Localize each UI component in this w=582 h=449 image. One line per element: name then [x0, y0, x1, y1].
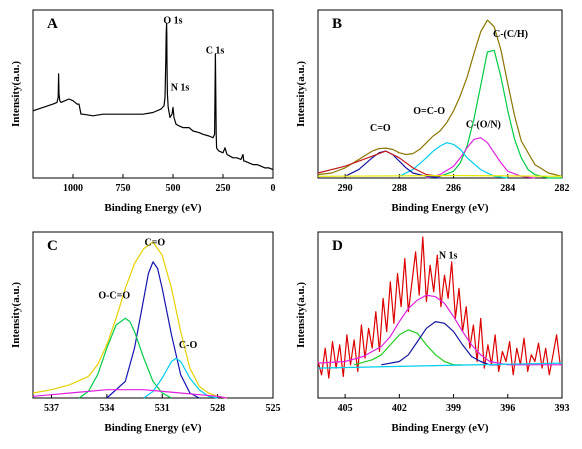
- series-line: [426, 137, 535, 179]
- peak-annotation: O=C-O: [413, 106, 445, 117]
- x-axis-title: Binding Energy (eV): [104, 202, 202, 214]
- series-line: [317, 19, 563, 177]
- series-line: [426, 49, 562, 179]
- y-axis-title: Intensity(a.u.): [10, 282, 22, 348]
- panel-label: D: [332, 238, 343, 254]
- x-tick-label: 534: [99, 403, 114, 414]
- x-tick-label: 405: [338, 403, 353, 414]
- series-line: [317, 362, 563, 369]
- peak-annotation: N 1s: [171, 83, 190, 94]
- peak-annotation: C-(O/N): [466, 120, 501, 131]
- peak-annotation: C 1s: [206, 46, 225, 57]
- x-tick-label: 750: [116, 183, 131, 194]
- y-axis-title: Intensity(a.u.): [10, 61, 22, 127]
- x-tick-label: 396: [500, 403, 515, 414]
- x-tick-label: 288: [392, 183, 407, 194]
- x-tick-label: 250: [216, 183, 231, 194]
- panel-d: 405 402 399 396 393 N 1s D Binding Energy (eV) I…: [295, 231, 570, 434]
- series-line: [353, 329, 463, 366]
- x-tick-label: 537: [44, 403, 59, 414]
- series-line: [399, 142, 508, 179]
- x-tick-label: 528: [210, 403, 225, 414]
- y-axis-title: Intensity(a.u.): [295, 282, 307, 348]
- series-line: [381, 321, 499, 366]
- peak-annotation: O-C=O: [98, 290, 130, 301]
- panel-label: A: [47, 16, 58, 32]
- peak-annotation: C=O: [144, 237, 165, 248]
- series-line: [32, 22, 274, 171]
- x-tick-label: 282: [555, 183, 570, 194]
- plot-frame: [32, 231, 274, 399]
- plot-frame: [32, 9, 274, 179]
- series-line: [317, 294, 562, 366]
- x-tick-label: 525: [266, 403, 281, 414]
- x-axis-title: Binding Energy (eV): [104, 422, 202, 434]
- series-line: [78, 317, 172, 399]
- series-line: [317, 150, 441, 177]
- x-axis-title: Binding Energy (eV): [391, 202, 489, 214]
- x-tick-label: 399: [446, 403, 461, 414]
- x-tick-label: 393: [555, 403, 570, 414]
- x-tick-label: 500: [166, 183, 181, 194]
- y-axis-title: Intensity(a.u.): [295, 61, 307, 127]
- peak-annotation: C=O: [370, 123, 391, 134]
- series-line: [143, 357, 218, 399]
- x-tick-label: 290: [338, 183, 353, 194]
- series-line: [317, 174, 563, 177]
- panel-b: 290 288 286 284 282 C-(C/H) O=C-O C-(O/N) C=O B Bi…: [295, 9, 570, 214]
- x-tick-label: 531: [155, 403, 170, 414]
- panel-c: 537 534 531 528 525 C=O O-C=O C-O C Binding Energ…: [10, 231, 281, 434]
- x-tick-label: 0: [271, 183, 276, 194]
- panel-label: C: [47, 238, 58, 254]
- x-tick-label: 286: [446, 183, 461, 194]
- x-tick-label: 1000: [63, 183, 83, 194]
- plot-frame: [317, 231, 563, 399]
- series-line: [32, 389, 227, 399]
- peak-annotation: O 1s: [163, 15, 182, 26]
- series-line: [32, 241, 227, 399]
- panel-a: 1000 750 500 250 0 O 1s N 1s C 1s A Binding Energ…: [10, 9, 276, 214]
- series-line: [106, 261, 200, 399]
- x-tick-label: 402: [392, 403, 407, 414]
- x-axis-title: Binding Energy (eV): [391, 422, 489, 434]
- panel-label: B: [332, 16, 342, 32]
- peak-annotation: C-O: [179, 340, 198, 351]
- peak-annotation: C-(C/H): [493, 29, 528, 40]
- x-tick-label: 284: [500, 183, 515, 194]
- peak-annotation: N 1s: [439, 251, 458, 262]
